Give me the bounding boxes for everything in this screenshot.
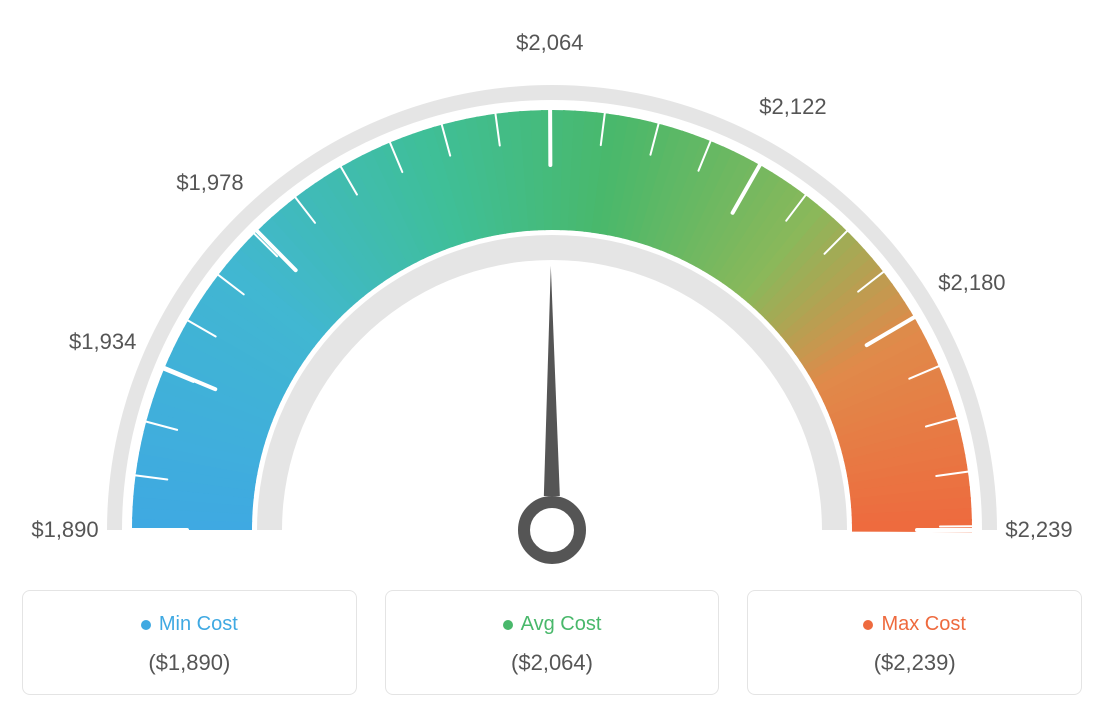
- min-cost-value: ($1,890): [33, 650, 346, 676]
- min-cost-label: Min Cost: [159, 613, 238, 636]
- max-cost-card: Max Cost ($2,239): [747, 590, 1082, 695]
- gauge-tick-label: $2,122: [759, 94, 826, 120]
- gauge-tick-label: $2,180: [938, 270, 1005, 296]
- max-cost-dot-icon: [863, 620, 873, 630]
- min-cost-title: Min Cost: [141, 613, 238, 636]
- max-cost-title: Max Cost: [863, 613, 965, 636]
- min-cost-card: Min Cost ($1,890): [22, 590, 357, 695]
- max-cost-value: ($2,239): [758, 650, 1071, 676]
- gauge-tick-label: $2,239: [1005, 517, 1072, 543]
- min-cost-dot-icon: [141, 620, 151, 630]
- avg-cost-value: ($2,064): [396, 650, 709, 676]
- avg-cost-label: Avg Cost: [521, 613, 602, 636]
- summary-cards: Min Cost ($1,890) Avg Cost ($2,064) Max …: [22, 590, 1082, 695]
- gauge-tick-label: $1,934: [69, 329, 136, 355]
- gauge-tick-label: $1,890: [31, 517, 98, 543]
- max-cost-label: Max Cost: [881, 613, 965, 636]
- gauge-svg: [22, 20, 1082, 580]
- gauge-tick-label: $1,978: [176, 170, 243, 196]
- gauge-chart: $1,890 $1,934 $1,978 $2,064 $2,122 $2,180 $2,2…: [22, 20, 1082, 580]
- avg-cost-dot-icon: [503, 620, 513, 630]
- avg-cost-card: Avg Cost ($2,064): [385, 590, 720, 695]
- gauge-tick-label: $2,064: [516, 30, 583, 56]
- avg-cost-title: Avg Cost: [503, 613, 602, 636]
